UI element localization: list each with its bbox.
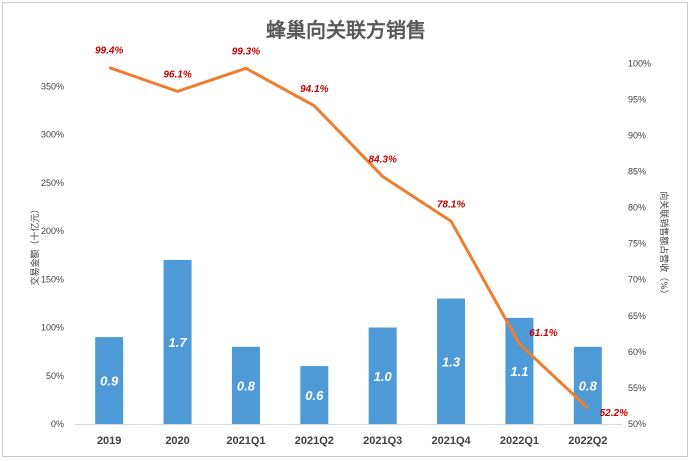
right-tick-label: 95% bbox=[628, 94, 646, 104]
x-axis-ticks: 2019 2020 2021Q1 2021Q2 2021Q3 2021Q4 2022Q1 20… bbox=[97, 435, 607, 447]
x-tick-label: 2021Q1 bbox=[226, 435, 265, 447]
right-tick-label: 70% bbox=[628, 275, 646, 285]
bar bbox=[437, 298, 466, 424]
bar-data-label: 1.7 bbox=[169, 335, 188, 350]
line-data-label: 52.2% bbox=[600, 408, 628, 419]
left-axis-label: 交易金额（十亿元） bbox=[29, 204, 41, 285]
bar-data-label: 0.6 bbox=[305, 388, 324, 403]
x-tick-label: 2021Q4 bbox=[431, 435, 471, 447]
line-series: 99.4% 96.1% 99.3% 94.1% 84.3% 78.1% 61.1% 52.2% bbox=[95, 46, 628, 420]
bar bbox=[231, 346, 260, 424]
line-path bbox=[108, 66, 589, 410]
line-data-label: 99.4% bbox=[95, 46, 123, 57]
bar-series: 0.9 1.7 0.8 0.6 1.0 1.3 1.1 0.8 bbox=[95, 259, 602, 424]
bar-data-label: 1.3 bbox=[442, 354, 461, 369]
right-tick-label: 85% bbox=[628, 166, 646, 176]
right-axis-ticks: 50% 55% 60% 65% 70% 75% 80% 85% 90% 95% 100% bbox=[628, 58, 651, 429]
right-tick-label: 75% bbox=[628, 239, 646, 249]
x-tick-label: 2021Q2 bbox=[295, 435, 334, 447]
bar-data-label: 0.8 bbox=[237, 378, 256, 393]
right-axis-label: 向关联销售额占营收（%） bbox=[658, 191, 670, 299]
chart-title: 蜂巢向关联方销售 bbox=[266, 18, 426, 42]
bar bbox=[505, 317, 534, 424]
x-tick-label: 2019 bbox=[97, 435, 121, 447]
left-tick-label: 0% bbox=[51, 419, 64, 429]
left-tick-label: 100% bbox=[41, 323, 64, 333]
left-tick-label: 250% bbox=[41, 178, 64, 188]
bar bbox=[300, 366, 329, 424]
bar bbox=[95, 337, 124, 424]
right-tick-label: 80% bbox=[628, 203, 646, 213]
x-tick-label: 2020 bbox=[165, 435, 189, 447]
line-data-label: 61.1% bbox=[529, 328, 557, 339]
bar bbox=[368, 327, 397, 424]
left-tick-label: 200% bbox=[41, 226, 64, 236]
line-data-label: 78.1% bbox=[437, 199, 465, 210]
bar bbox=[573, 346, 602, 424]
x-tick-label: 2021Q3 bbox=[363, 435, 402, 447]
left-tick-label: 50% bbox=[46, 371, 64, 381]
line-data-label: 96.1% bbox=[163, 69, 191, 80]
left-tick-label: 150% bbox=[41, 274, 64, 284]
left-axis-ticks: 0% 50% 100% 150% 200% 250% 300% 350% bbox=[41, 81, 64, 429]
right-tick-label: 90% bbox=[628, 130, 646, 140]
bar-data-label: 0.9 bbox=[100, 374, 119, 389]
right-tick-label: 100% bbox=[628, 58, 651, 68]
line-data-label: 99.3% bbox=[232, 46, 260, 57]
line-data-label: 94.1% bbox=[300, 84, 328, 95]
right-tick-label: 55% bbox=[628, 383, 646, 393]
x-tick-label: 2022Q1 bbox=[500, 435, 539, 447]
right-tick-label: 50% bbox=[628, 419, 646, 429]
right-tick-label: 65% bbox=[628, 311, 646, 321]
line-data-label: 84.3% bbox=[369, 155, 397, 166]
left-tick-label: 350% bbox=[41, 81, 64, 91]
right-tick-label: 60% bbox=[628, 347, 646, 357]
left-tick-label: 300% bbox=[41, 130, 64, 140]
bar bbox=[163, 259, 192, 424]
x-tick-label: 2022Q2 bbox=[568, 435, 607, 447]
bar-data-label: 0.8 bbox=[579, 378, 598, 393]
bar-data-label: 1.0 bbox=[374, 369, 393, 384]
bar-data-label: 1.1 bbox=[510, 364, 528, 379]
